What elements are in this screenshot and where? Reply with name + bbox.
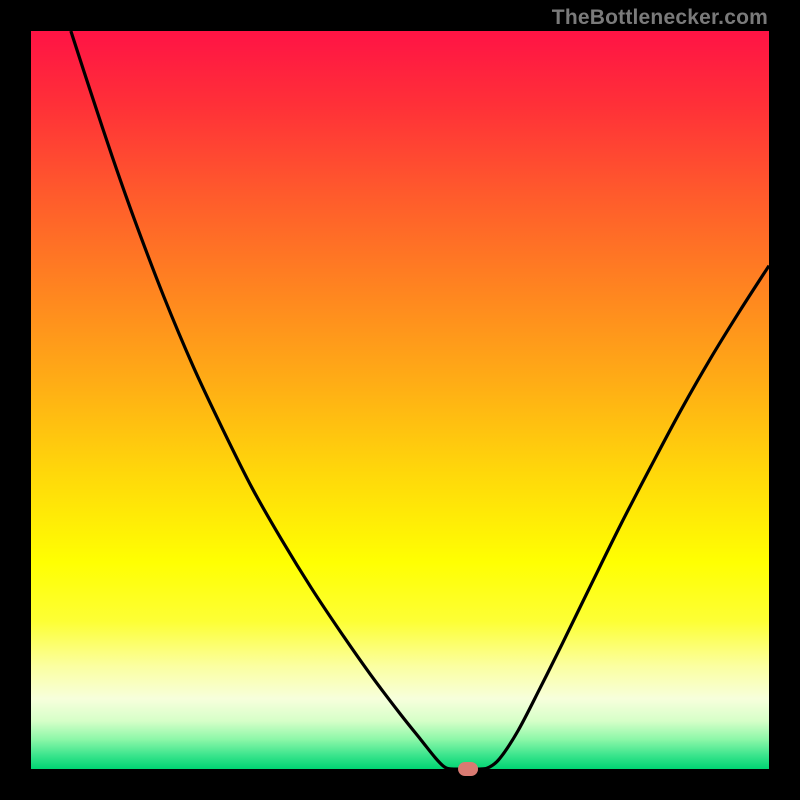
- chart-frame: TheBottlenecker.com: [0, 0, 800, 800]
- bottleneck-curve: [31, 31, 769, 769]
- watermark-text: TheBottlenecker.com: [552, 6, 768, 30]
- optimum-marker: [458, 762, 478, 776]
- plot-area: [31, 31, 769, 769]
